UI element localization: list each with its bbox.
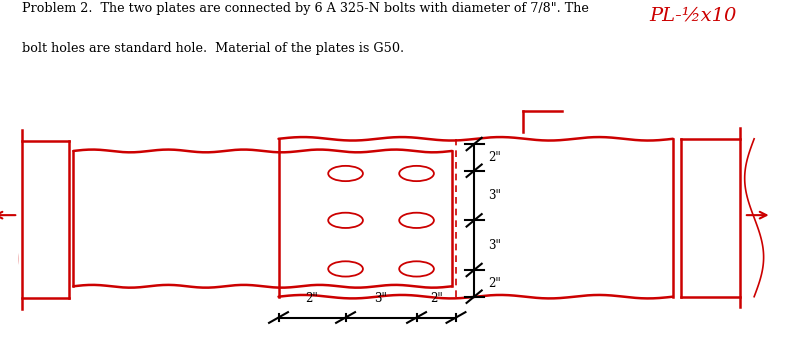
Text: 2": 2"	[306, 292, 319, 305]
Text: 2": 2"	[488, 151, 501, 164]
Text: PL-½x10: PL-½x10	[650, 7, 737, 25]
Text: 2": 2"	[430, 292, 443, 305]
Text: 3": 3"	[374, 292, 387, 305]
Text: Problem 2.  The two plates are connected by 6 A 325-N bolts with diameter of 7/8: Problem 2. The two plates are connected …	[22, 2, 589, 15]
Text: 3": 3"	[488, 239, 501, 252]
Text: 2": 2"	[488, 277, 501, 290]
Text: bolt holes are standard hole.  Material of the plates is G50.: bolt holes are standard hole. Material o…	[22, 42, 404, 54]
Text: 3": 3"	[488, 189, 501, 202]
